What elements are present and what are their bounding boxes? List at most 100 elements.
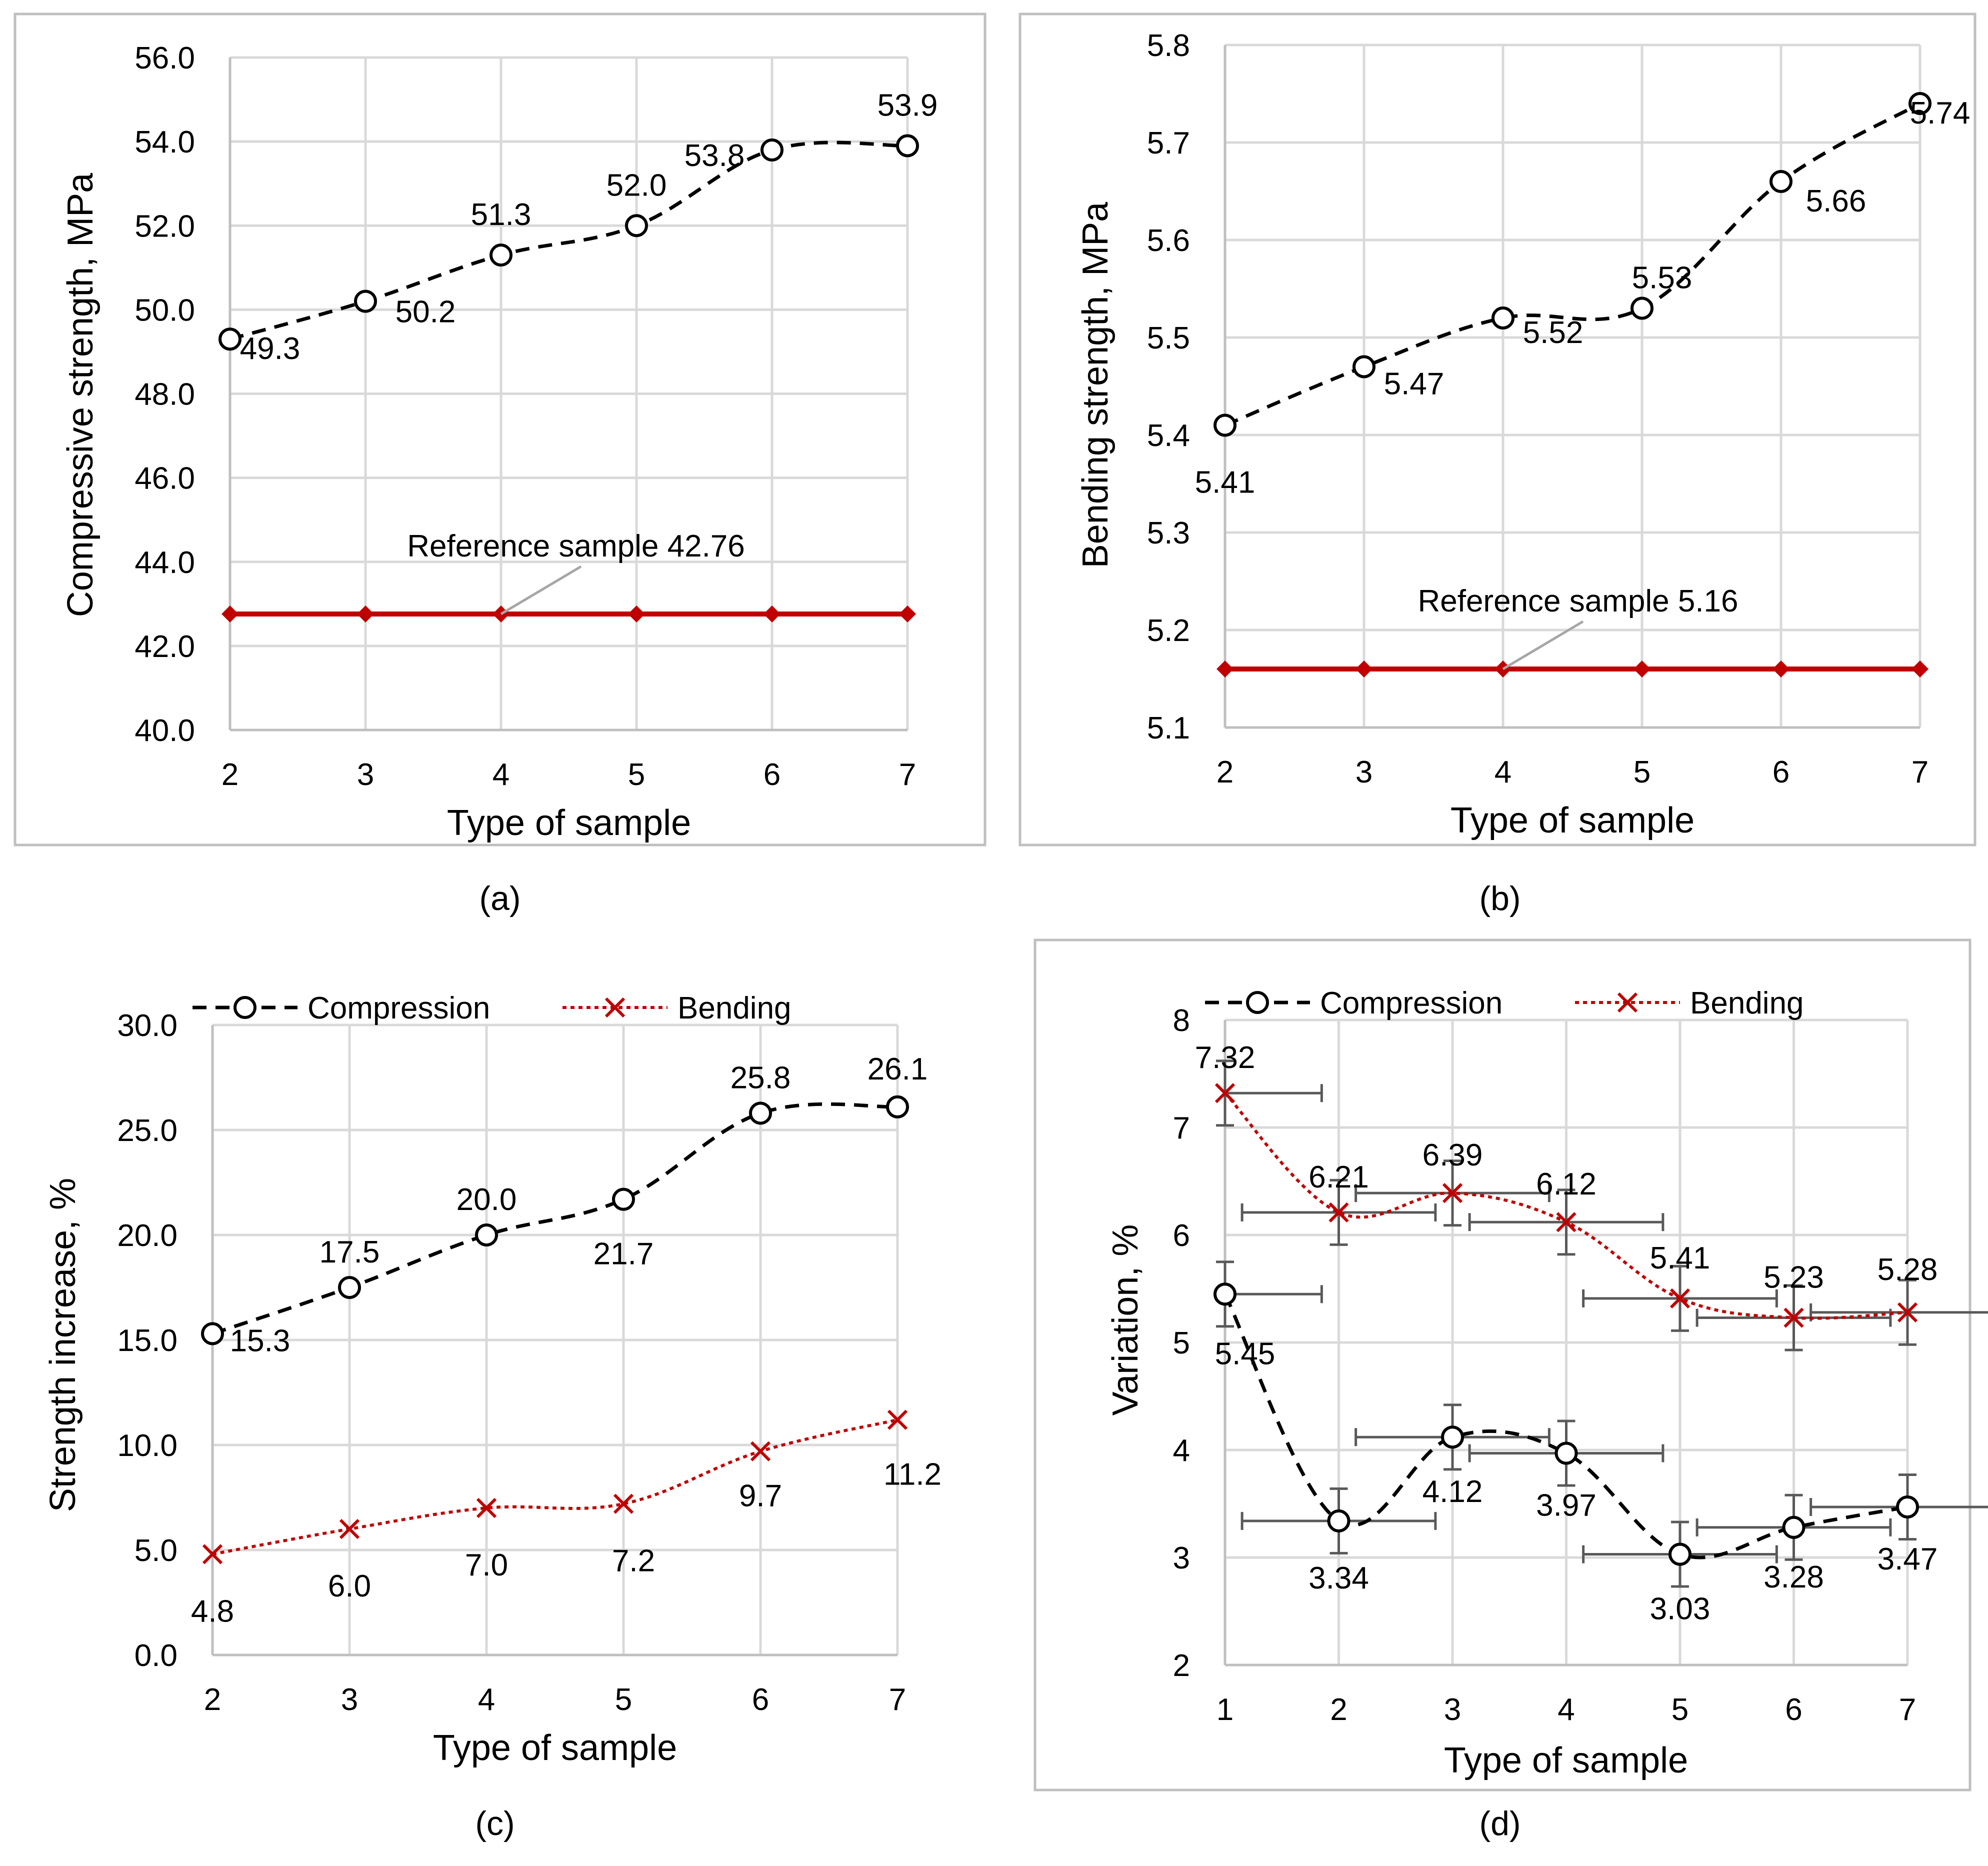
chart-panel-b: 5.1 5.2 5.3 5.4 5.5 5.6 5.7 5.8 2 3 4 5 6 7 Type of sa…	[1018, 12, 1976, 918]
x-tick-label: 4	[1494, 755, 1512, 790]
x-tick-label: 4	[478, 1682, 495, 1717]
x-axis-title: Type of sample	[433, 1728, 677, 1768]
data-label: 7.32	[1195, 1040, 1256, 1075]
x-tick-label: 7	[1899, 1692, 1916, 1727]
data-point	[1908, 92, 1932, 115]
data-label: 5.23	[1764, 1260, 1824, 1295]
annotation-leader	[1502, 620, 1584, 670]
data-label: 5.47	[1384, 367, 1444, 402]
data-point	[1327, 1509, 1350, 1532]
data-point	[760, 138, 784, 162]
data-point	[1634, 660, 1650, 678]
y-tick-label: 50.0	[134, 293, 195, 328]
series-line-compressive-strength	[230, 140, 908, 341]
data-point	[764, 605, 780, 622]
x-tick-label: 5	[1672, 1692, 1688, 1727]
data-point	[1492, 306, 1514, 330]
data-point	[1630, 296, 1654, 320]
y-tick-label: 10.0	[117, 1428, 178, 1463]
annotation-label: Reference sample 42.76	[407, 529, 745, 564]
y-tick-label: 5.7	[1147, 126, 1190, 160]
data-point	[476, 1498, 497, 1518]
data-point	[1556, 1212, 1576, 1232]
y-axis-title: Variation, %	[1106, 1224, 1146, 1416]
y-tick-label: 5.1	[1147, 711, 1190, 746]
data-point	[354, 290, 377, 313]
y-tick-label: 5.2	[1147, 614, 1190, 648]
data-point	[750, 1441, 771, 1462]
data-label: 26.1	[868, 1052, 928, 1086]
x-axis-title: Type of sample	[447, 803, 691, 843]
data-point	[1214, 1083, 1236, 1104]
panel-label: (c)	[475, 1804, 514, 1842]
data-label: 21.7	[594, 1237, 654, 1272]
data-point	[357, 605, 374, 622]
data-label: 5.53	[1632, 261, 1692, 296]
legend: Compression Bending	[192, 991, 792, 1026]
data-point	[202, 1544, 223, 1564]
data-label: 5.28	[1878, 1252, 1938, 1287]
y-tick-label: 25.0	[117, 1114, 178, 1148]
chart-frame	[1018, 12, 1976, 846]
data-point	[201, 1322, 224, 1346]
data-point	[887, 1410, 908, 1430]
y-tick-label: 48.0	[134, 378, 195, 412]
data-point	[1216, 660, 1234, 678]
data-label: 3.28	[1764, 1560, 1824, 1594]
data-point	[222, 605, 238, 622]
panel-label: (d)	[1479, 1804, 1520, 1842]
data-point	[1352, 355, 1376, 378]
y-axis-title: Bending strength, MPa	[1076, 202, 1116, 568]
legend-marker-bending	[1617, 992, 1638, 1013]
data-point	[1442, 1183, 1463, 1204]
data-label: 7.0	[465, 1548, 508, 1582]
data-label: 3.03	[1650, 1592, 1710, 1626]
data-label: 6.0	[328, 1569, 371, 1604]
data-point	[1356, 660, 1372, 678]
data-label: 3.97	[1536, 1488, 1596, 1522]
y-tick-label: 5.8	[1147, 28, 1190, 63]
x-axis-title: Type of sample	[1444, 1740, 1688, 1780]
data-label: 11.2	[884, 1458, 942, 1492]
x-tick-label: 2	[1216, 755, 1234, 790]
data-point	[886, 1095, 909, 1118]
data-label: 4.12	[1422, 1474, 1483, 1509]
data-point	[613, 1494, 634, 1514]
data-label: 52.0	[606, 168, 667, 202]
x-tick-label: 3	[357, 758, 374, 792]
data-label: 5.45	[1215, 1336, 1276, 1371]
x-tick-label: 6	[1772, 755, 1790, 790]
legend-marker-compression	[234, 996, 256, 1019]
y-axis-title: Strength increase, %	[43, 1178, 83, 1512]
x-tick-label: 6	[764, 758, 780, 792]
x-tick-label: 6	[1785, 1692, 1802, 1727]
data-label: 3.47	[1878, 1542, 1938, 1576]
y-tick-label: 52.0	[134, 209, 195, 244]
x-tick-label: 7	[1912, 755, 1928, 790]
data-point	[1328, 1202, 1349, 1222]
x-axis-title: Type of sample	[1450, 800, 1694, 840]
y-tick-label: 56.0	[134, 41, 195, 76]
data-label: 6.21	[1308, 1160, 1369, 1194]
x-tick-label: 7	[889, 1682, 906, 1717]
y-tick-label: 2	[1173, 1648, 1190, 1683]
x-tick-label: 3	[1356, 755, 1372, 790]
panel-label: (b)	[1479, 880, 1520, 918]
annotation-leader	[500, 565, 582, 616]
x-tick-label: 6	[752, 1682, 769, 1717]
data-point	[1896, 1495, 1919, 1518]
y-tick-label: 0.0	[134, 1638, 178, 1673]
data-point	[1670, 1288, 1690, 1308]
data-label: 5.52	[1523, 316, 1584, 350]
panel-label: (a)	[479, 880, 520, 918]
data-label: 5.74	[1910, 96, 1970, 130]
data-point	[1912, 660, 1928, 678]
x-tick-label: 5	[1634, 755, 1650, 790]
data-label: 5.41	[1650, 1241, 1710, 1276]
data-point	[1554, 1442, 1578, 1465]
y-tick-label: 46.0	[134, 462, 195, 496]
data-point	[1214, 1282, 1236, 1306]
x-tick-label: 2	[222, 758, 238, 792]
data-point	[1770, 170, 1792, 193]
